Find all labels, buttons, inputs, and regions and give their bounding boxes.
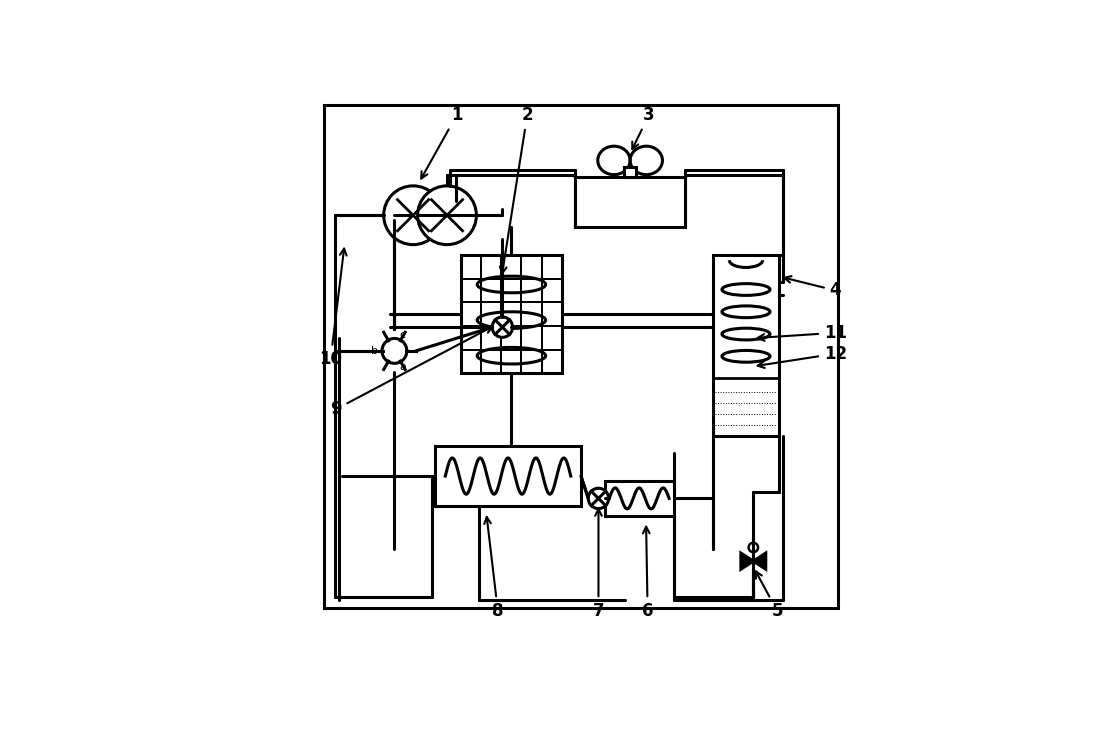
Text: 9: 9 bbox=[331, 327, 493, 418]
Text: 4: 4 bbox=[784, 276, 841, 299]
Text: 2: 2 bbox=[500, 106, 533, 274]
Text: b: b bbox=[371, 346, 379, 356]
Bar bbox=[624, 167, 637, 178]
Text: 12: 12 bbox=[757, 345, 847, 368]
Text: c: c bbox=[399, 330, 405, 340]
Bar bbox=[461, 255, 562, 374]
Text: 7: 7 bbox=[593, 509, 604, 620]
Text: 11: 11 bbox=[757, 324, 847, 342]
Bar bbox=[575, 178, 686, 227]
Bar bbox=[324, 105, 838, 608]
Bar bbox=[604, 481, 674, 516]
Text: a: a bbox=[399, 362, 405, 371]
Circle shape bbox=[589, 488, 609, 509]
Bar bbox=[713, 255, 780, 436]
Circle shape bbox=[493, 317, 513, 338]
Circle shape bbox=[382, 338, 407, 363]
Text: 8: 8 bbox=[485, 517, 504, 620]
Polygon shape bbox=[741, 553, 753, 570]
Text: 3: 3 bbox=[632, 106, 655, 149]
Text: 1: 1 bbox=[421, 106, 462, 178]
Bar bbox=[436, 446, 581, 506]
Circle shape bbox=[418, 186, 476, 244]
Polygon shape bbox=[753, 553, 766, 570]
Text: 6: 6 bbox=[642, 527, 653, 620]
Circle shape bbox=[384, 186, 442, 244]
Text: 5: 5 bbox=[756, 571, 783, 620]
Text: 10: 10 bbox=[319, 249, 346, 368]
Circle shape bbox=[748, 542, 758, 552]
